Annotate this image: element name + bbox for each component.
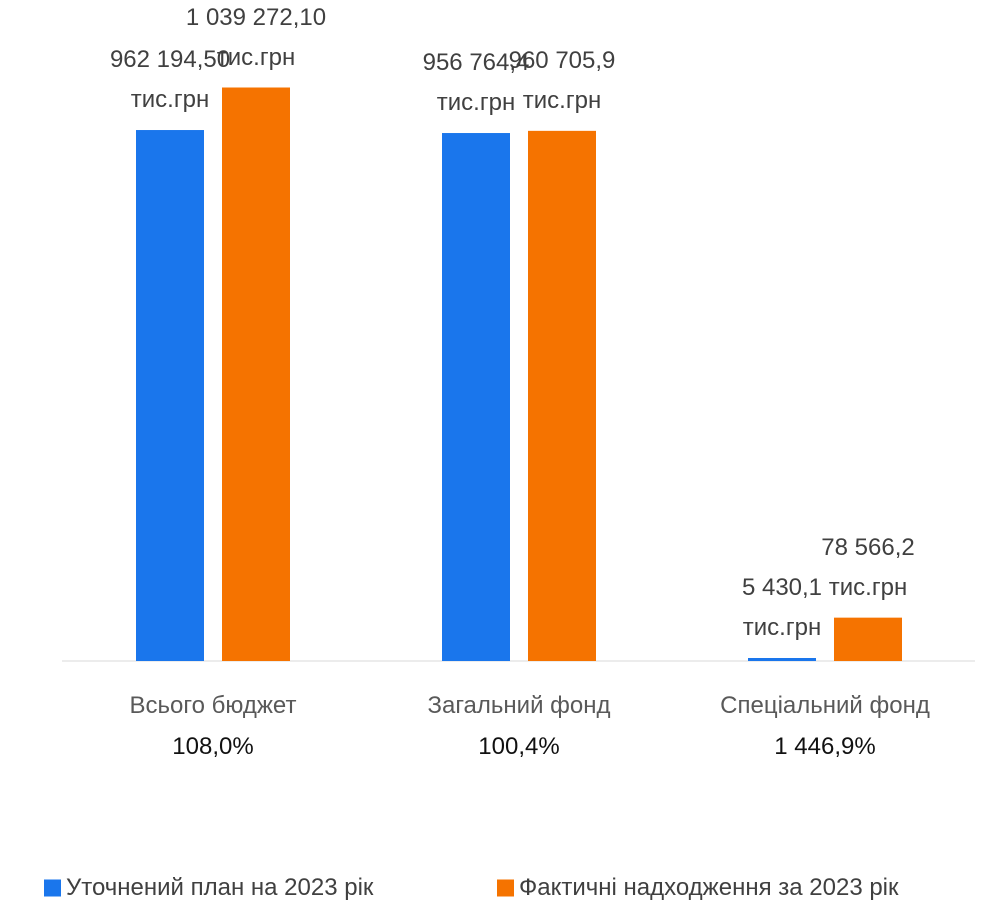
annotation: 108,0% [172,733,254,760]
x-tick-label: Загальний фонд [427,692,611,719]
x-tick-label: Спеціальний фонд [720,692,930,719]
x-tick-label: Всього бюджет [129,692,297,719]
legend-swatch [44,879,61,897]
bar [136,130,204,661]
data-label: 962 194,50 тис.грн [109,46,231,114]
bar [528,130,596,661]
bar [222,87,290,661]
data-label: 960 705,9 тис.грн [508,46,616,114]
data-label: 78 566,2 тис.грн [821,533,915,601]
bar [442,133,510,662]
bar [834,617,902,661]
annotation: 100,4% [478,733,560,760]
legend-swatch [497,879,514,897]
data-label: 1 039 272,10 тис.грн [185,3,327,71]
data-label: 956 764,4 тис.грн [422,49,530,117]
legend-entry: Уточнений план на 2023 рік [66,874,374,901]
annotation: 1 446,9% [774,733,876,760]
data-label: 5 430,1 тис.грн [741,574,823,641]
legend-entry: Фактичні надходження за 2023 рік [519,874,899,901]
bar [748,658,816,661]
